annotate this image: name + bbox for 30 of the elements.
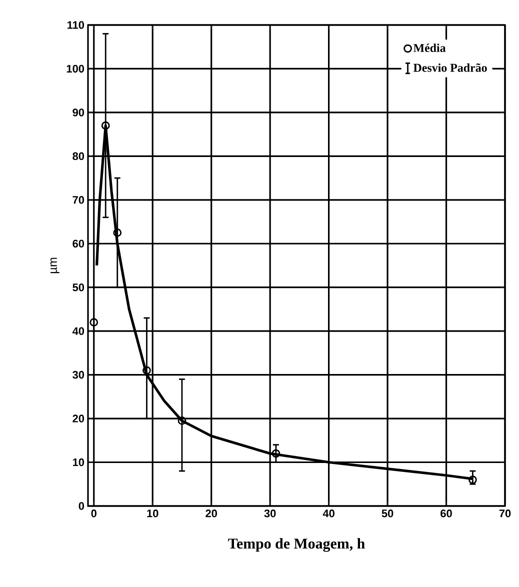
y-tick-label: 30 [72, 370, 84, 379]
y-tick-label: 50 [72, 283, 84, 292]
y-tick-label: 70 [72, 196, 84, 204]
legend-label: Média [413, 44, 446, 52]
x-tick-label: 70 [499, 510, 511, 518]
point [101, 121, 110, 130]
y-tick-label: 60 [72, 240, 84, 248]
y-tick-label: 10 [72, 458, 84, 466]
point [142, 366, 151, 375]
point [178, 416, 186, 425]
point [90, 318, 98, 327]
y-tick-label: 100 [66, 64, 84, 73]
x-tick-label: 20 [206, 510, 217, 518]
x-tick-label: 30 [264, 510, 276, 518]
y-tick-label: 110 [67, 21, 84, 29]
point [113, 228, 122, 237]
y-tick-label: 80 [72, 152, 84, 160]
point [272, 449, 280, 458]
y-tick-label: 90 [72, 108, 84, 116]
y-tick-label: 20 [72, 414, 84, 422]
y-tick-label: 40 [72, 327, 84, 335]
x-tick-label: 60 [440, 510, 452, 518]
y-axis-title: µm [50, 258, 60, 274]
x-tick-label: 10 [147, 510, 158, 518]
x-tick-label: 0 [91, 510, 96, 518]
y-tick-label: 0 [78, 502, 84, 510]
annotation: Desvio Padrão [413, 63, 487, 72]
x-axis-title: Tempo de Moagem, h [228, 538, 365, 552]
x-tick-label: 40 [322, 510, 334, 518]
x-tick-label: 50 [382, 510, 394, 518]
